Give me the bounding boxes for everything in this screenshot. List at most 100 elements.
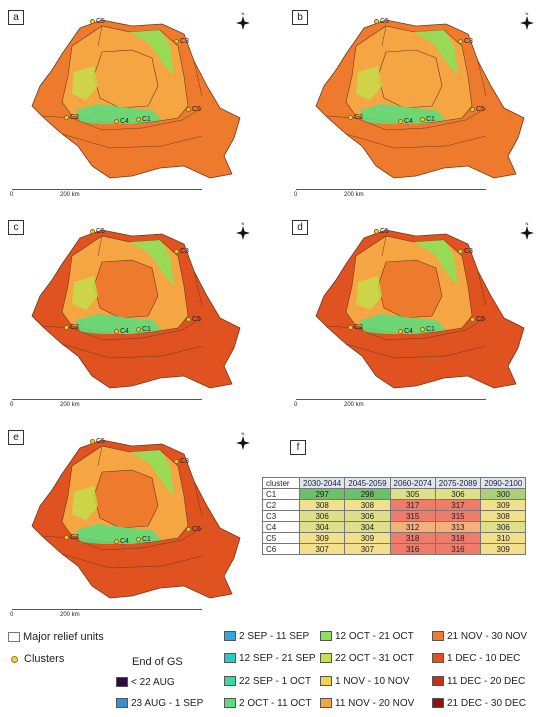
legend-swatch xyxy=(432,653,444,664)
panel-label: e xyxy=(8,430,24,445)
legend-swatch xyxy=(432,631,444,642)
legend-swatch xyxy=(320,631,332,642)
legend-swatch xyxy=(224,653,236,664)
legend-swatch xyxy=(320,653,332,664)
high-mountains-north xyxy=(130,240,174,286)
relief-outline xyxy=(41,25,203,149)
legend-relief: Major relief units xyxy=(8,631,104,643)
legend-item: 21 NOV - 30 NOV xyxy=(432,631,527,642)
transylvania-basin xyxy=(377,259,443,319)
value-cell: 315 xyxy=(434,510,482,522)
legend-item: 12 OCT - 21 OCT xyxy=(320,631,414,642)
legend-item: < 22 AUG xyxy=(116,677,175,688)
cluster-label-c3: C3 xyxy=(174,38,189,45)
legend-item-label: 1 DEC - 10 DEC xyxy=(447,653,521,664)
relief-outline xyxy=(41,445,203,569)
svg-text:N: N xyxy=(242,221,245,226)
value-cell: 317 xyxy=(434,499,482,511)
panel-label: f xyxy=(290,440,306,455)
scale-zero: 0 xyxy=(10,192,14,198)
value-cell: 297 xyxy=(298,488,346,500)
legend-item: 2 OCT - 11 OCT xyxy=(224,698,311,709)
cluster-label-c5: C5 xyxy=(186,106,201,113)
legend-item: 1 NOV - 10 NOV xyxy=(320,676,409,687)
legend-item: 22 SEP - 1 OCT xyxy=(224,676,311,687)
north-arrow-icon: N xyxy=(236,431,250,450)
scale-bar xyxy=(12,609,202,610)
transylvania-basin xyxy=(377,49,443,109)
legend-item: 22 OCT - 31 OCT xyxy=(320,653,414,664)
cluster-dot-icon xyxy=(11,655,18,663)
table-header: 2090-2100 xyxy=(480,477,527,489)
value-cell: 306 xyxy=(344,510,391,522)
table-row: C1 297 298 305 306 300 xyxy=(262,488,527,500)
value-cell: 307 xyxy=(298,543,346,555)
cluster-label-c4: C4 xyxy=(398,118,413,125)
cluster-label-c5: C5 xyxy=(374,18,389,25)
high-mountains-north xyxy=(130,450,174,496)
panel-label: c xyxy=(8,220,24,235)
legend-item-label: 11 DEC - 20 DEC xyxy=(447,676,526,687)
legend-item-label: 11 NOV - 20 NOV xyxy=(335,698,415,709)
svg-text:N: N xyxy=(526,221,529,226)
panel-f: f xyxy=(284,436,544,586)
legend-relief-label: Major relief units xyxy=(23,631,104,643)
cluster-label-c5: C5 xyxy=(90,438,105,445)
cluster-label-c1: C1 xyxy=(136,536,151,543)
cluster-label-c3: C3 xyxy=(174,458,189,465)
value-cell: 306 xyxy=(434,488,482,500)
table-header: 2075-2089 xyxy=(434,477,482,489)
relief-outline xyxy=(41,235,203,359)
legend-item-label: 21 DEC - 30 DEC xyxy=(447,698,526,709)
table-row: C2 308 308 317 317 309 xyxy=(262,499,527,511)
value-cell: 312 xyxy=(389,521,436,533)
relief-outline xyxy=(325,25,487,149)
cluster-label-c5: C5 xyxy=(90,228,105,235)
apuseni-mountains xyxy=(356,276,382,310)
table-header: cluster xyxy=(262,477,300,489)
value-cell: 306 xyxy=(298,510,346,522)
cluster-label-c2: C2 xyxy=(348,324,363,331)
scale-km: 200 km xyxy=(60,612,80,618)
legend-item: 2 SEP - 11 SEP xyxy=(224,631,309,642)
scale-bar xyxy=(296,189,486,190)
value-cell: 316 xyxy=(434,543,482,555)
apuseni-mountains xyxy=(72,276,98,310)
cluster-label-c6: C6 xyxy=(186,526,201,533)
romania-map xyxy=(2,216,262,416)
table-header: 2030-2044 xyxy=(298,477,346,489)
legend-item-label: 22 OCT - 31 OCT xyxy=(335,653,414,664)
relief-swatch xyxy=(8,632,20,643)
cluster-label-c3: C3 xyxy=(174,248,189,255)
cluster-label-c5: C5 xyxy=(470,106,485,113)
legend-item-label: 2 SEP - 11 SEP xyxy=(239,631,310,642)
legend-item: 1 DEC - 10 DEC xyxy=(432,653,520,664)
transylvania-basin xyxy=(93,49,159,109)
cluster-cell: C2 xyxy=(262,499,300,511)
map-panel-a: a N 0 200 km C5 C3 C5 C2 C4 C1 xyxy=(2,6,262,206)
table-header: 2045-2059 xyxy=(344,477,391,489)
value-cell: 305 xyxy=(389,488,436,500)
legend-clusters: Clusters xyxy=(8,653,64,665)
value-cell: 318 xyxy=(389,532,436,544)
scale-km: 200 km xyxy=(60,192,80,198)
scale-km: 200 km xyxy=(60,402,80,408)
value-cell: 306 xyxy=(480,521,527,533)
romania-map xyxy=(2,6,262,206)
legend-swatch xyxy=(224,631,236,642)
legend-swatch xyxy=(432,676,444,687)
cluster-label-c4: C4 xyxy=(114,538,129,545)
cluster-label-c1: C1 xyxy=(420,116,435,123)
legend-item: 11 NOV - 20 NOV xyxy=(320,698,414,709)
value-cell: 315 xyxy=(389,510,436,522)
legend-item-label: 12 OCT - 21 OCT xyxy=(335,631,414,642)
cluster-cell: C6 xyxy=(262,543,300,555)
table-row: C5 309 309 318 318 310 xyxy=(262,532,527,544)
value-cell: 309 xyxy=(344,532,391,544)
value-cell: 304 xyxy=(298,521,346,533)
apuseni-mountains xyxy=(72,66,98,100)
value-cell: 309 xyxy=(480,543,527,555)
value-cell: 308 xyxy=(298,499,346,511)
legend-item-label: 22 SEP - 1 OCT xyxy=(239,676,312,687)
legend-swatch xyxy=(224,676,236,687)
